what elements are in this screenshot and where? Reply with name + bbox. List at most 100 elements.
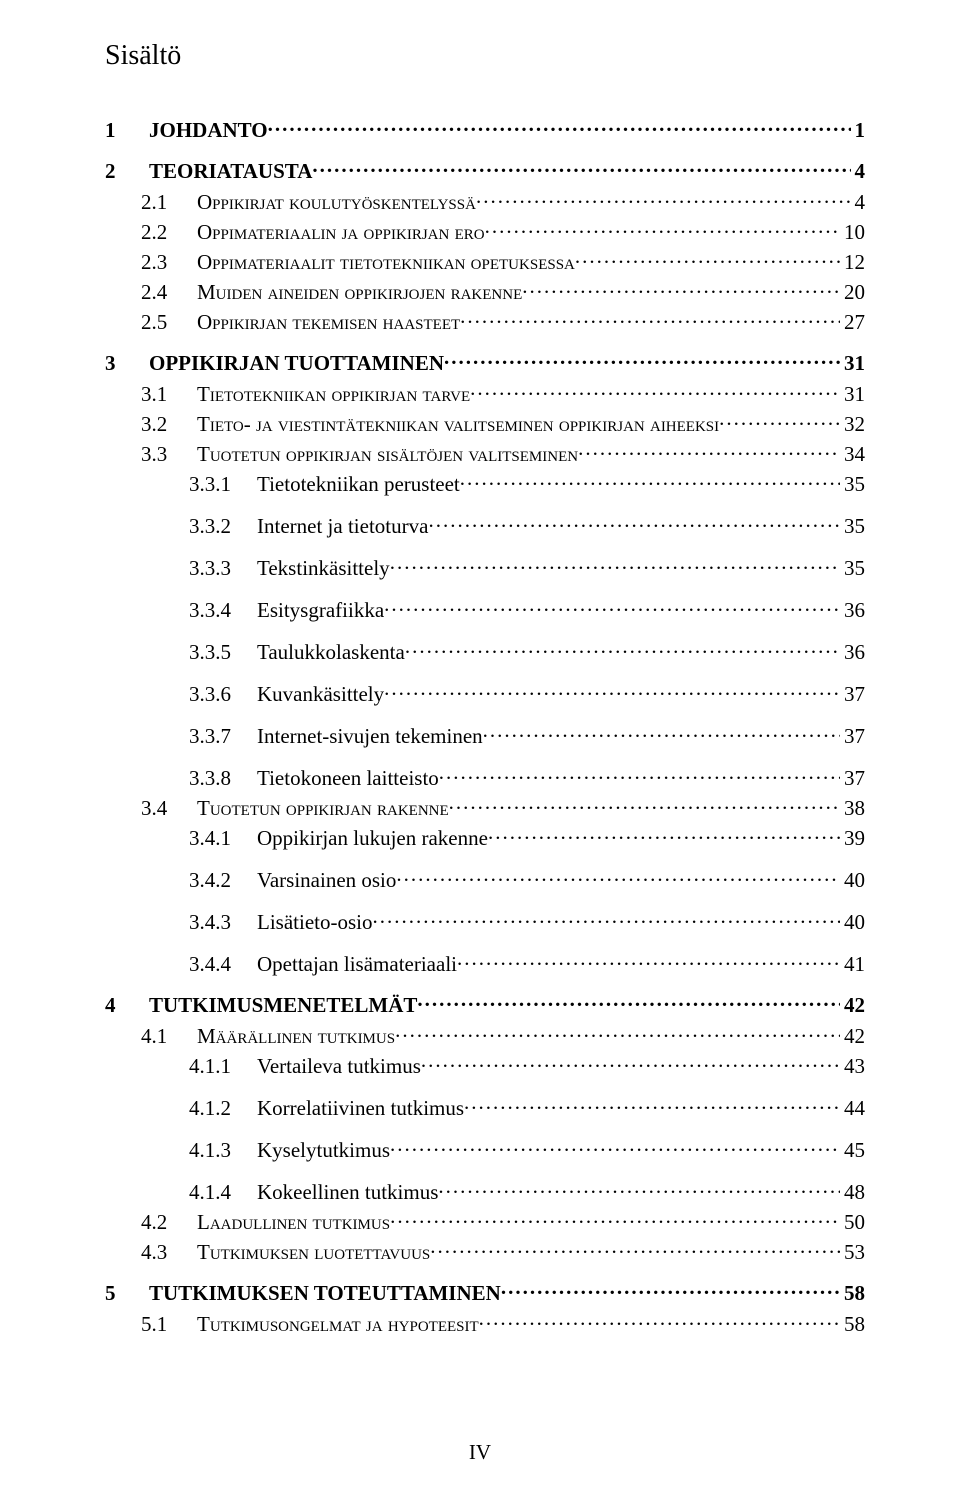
toc-entry-number: 4.2	[141, 1210, 197, 1235]
toc-container: 1JOHDANTO1 2TEORIATAUSTA 4 2.1Oppikirjat ko…	[105, 116, 865, 1337]
toc-entry-number: 5	[105, 1281, 149, 1306]
toc-entry-page: 27	[840, 310, 865, 335]
toc-entry: 3.2Tieto- ja viestintätekniikan valitsem…	[141, 410, 865, 437]
toc-leader-dots	[464, 1094, 840, 1115]
toc-entry-page: 40	[840, 910, 865, 935]
toc-entry-number: 2.1	[141, 190, 197, 215]
toc-entry-number: 4.1.1	[189, 1054, 257, 1079]
toc-entry: 3.3.3Tekstinkäsittely35	[189, 554, 865, 581]
toc-entry: 3.4Tuotetun oppikirjan rakenne38	[141, 794, 865, 821]
toc-leader-dots	[460, 470, 840, 491]
toc-entry-number: 4.1.4	[189, 1180, 257, 1205]
toc-leader-dots	[485, 218, 840, 239]
toc-entry-text: Tietotekniikan oppikirjan tarve	[197, 382, 470, 407]
toc-entry-number: 3.3.6	[189, 682, 257, 707]
toc-leader-dots	[483, 722, 840, 743]
toc-leader-dots	[501, 1279, 840, 1300]
toc-leader-dots	[428, 512, 840, 533]
toc-leader-dots	[479, 1310, 840, 1331]
toc-leader-dots	[457, 950, 840, 971]
toc-entry: 5.1Tutkimusongelmat ja hypoteesit58	[141, 1310, 865, 1337]
toc-entry-text: Varsinainen osio	[257, 868, 396, 893]
toc-entry-number: 4.1.2	[189, 1096, 257, 1121]
toc-entry-number: 2.3	[141, 250, 197, 275]
toc-leader-dots	[372, 908, 840, 929]
toc-entry-number: 3.4.2	[189, 868, 257, 893]
toc-entry-page: 20	[840, 280, 865, 305]
toc-entry-page: 36	[840, 598, 865, 623]
toc-entry: 3.3.4Esitysgrafiikka36	[189, 596, 865, 623]
toc-entry-text: Oppikirjat koulutyöskentelyssä	[197, 190, 476, 215]
toc-entry-text: Taulukkolaskenta	[257, 640, 405, 665]
toc-entry: 2.4Muiden aineiden oppikirjojen rakenne2…	[141, 278, 865, 305]
toc-entry-number: 3.2	[141, 412, 197, 437]
toc-leader-dots	[384, 680, 840, 701]
toc-entry-number: 3.3.7	[189, 724, 257, 749]
toc-entry: 3.3Tuotetun oppikirjan sisältöjen valits…	[141, 440, 865, 467]
toc-leader-dots	[312, 157, 850, 178]
toc-entry-number: 3.4	[141, 796, 197, 821]
toc-entry-page: 35	[840, 472, 865, 497]
toc-leader-dots	[396, 866, 840, 887]
toc-entry-page: 34	[840, 442, 865, 467]
toc-title: Sisältö	[105, 40, 865, 72]
toc-entry-text: Tuotetun oppikirjan rakenne	[197, 796, 449, 821]
toc-leader-dots	[578, 440, 840, 461]
toc-entry-number: 5.1	[141, 1312, 197, 1337]
toc-entry-number: 4	[105, 993, 149, 1018]
toc-entry-page: 42	[840, 1024, 865, 1049]
toc-leader-dots	[268, 116, 851, 137]
toc-entry-page: 10	[840, 220, 865, 245]
toc-entry-page: 31	[840, 382, 865, 407]
toc-entry-page: 45	[840, 1138, 865, 1163]
toc-entry-page: 35	[840, 556, 865, 581]
toc-entry-number: 2	[105, 159, 149, 184]
toc-entry: 5TUTKIMUKSEN TOTEUTTAMINEN58	[105, 1279, 865, 1306]
toc-entry: 2.5Oppikirjan tekemisen haasteet27	[141, 308, 865, 335]
toc-entry-text: TEORIATAUSTA	[149, 159, 312, 184]
toc-entry-page: 12	[840, 250, 865, 275]
toc-entry: 4.1.3Kyselytutkimus45	[189, 1136, 865, 1163]
toc-entry-page: 39	[840, 826, 865, 851]
toc-entry-text: Tutkimusongelmat ja hypoteesit	[197, 1312, 479, 1337]
toc-entry-text: Vertaileva tutkimus	[257, 1054, 421, 1079]
toc-entry: 1JOHDANTO1	[105, 116, 865, 143]
toc-entry-page: 48	[840, 1180, 865, 1205]
toc-entry: 3.1Tietotekniikan oppikirjan tarve31	[141, 380, 865, 407]
toc-entry-text: Oppimateriaalit tietotekniikan opetukses…	[197, 250, 575, 275]
toc-entry: 4.1Määrällinen tutkimus42	[141, 1022, 865, 1049]
toc-entry: 4.2Laadullinen tutkimus50	[141, 1208, 865, 1235]
toc-entry-number: 2.4	[141, 280, 197, 305]
toc-entry-text: Kokeellinen tutkimus	[257, 1180, 438, 1205]
toc-entry-text: Esitysgrafiikka	[257, 598, 384, 623]
toc-entry: 4.3Tutkimuksen luotettavuus53	[141, 1238, 865, 1265]
toc-entry: 4.1.2Korrelatiivinen tutkimus44	[189, 1094, 865, 1121]
toc-leader-dots	[522, 278, 840, 299]
toc-entry: 3.3.1Tietotekniikan perusteet35	[189, 470, 865, 497]
toc-entry-number: 3	[105, 351, 149, 376]
toc-entry-page: 35	[840, 514, 865, 539]
toc-entry: 3.4.1Oppikirjan lukujen rakenne39	[189, 824, 865, 851]
toc-entry-page: 32	[840, 412, 865, 437]
toc-entry-page: 42	[840, 993, 865, 1018]
toc-entry-page: 36	[840, 640, 865, 665]
toc-leader-dots	[405, 638, 840, 659]
toc-entry-page: 4	[851, 190, 866, 215]
toc-entry: 3.3.6Kuvankäsittely37	[189, 680, 865, 707]
toc-entry-number: 3.3.3	[189, 556, 257, 581]
toc-entry-text: Internet-sivujen tekeminen	[257, 724, 483, 749]
toc-entry-text: Opettajan lisämateriaali	[257, 952, 457, 977]
toc-leader-dots	[460, 308, 840, 329]
toc-entry-page: 44	[840, 1096, 865, 1121]
toc-leader-dots	[449, 794, 840, 815]
toc-entry-text: Määrällinen tutkimus	[197, 1024, 395, 1049]
toc-entry-page: 53	[840, 1240, 865, 1265]
page-number: IV	[0, 1440, 960, 1465]
toc-entry: 3.4.2Varsinainen osio40	[189, 866, 865, 893]
toc-leader-dots	[439, 764, 840, 785]
toc-leader-dots	[438, 1178, 840, 1199]
toc-entry-number: 4.3	[141, 1240, 197, 1265]
toc-entry-page: 37	[840, 766, 865, 791]
toc-leader-dots	[384, 596, 840, 617]
toc-entry-page: 43	[840, 1054, 865, 1079]
